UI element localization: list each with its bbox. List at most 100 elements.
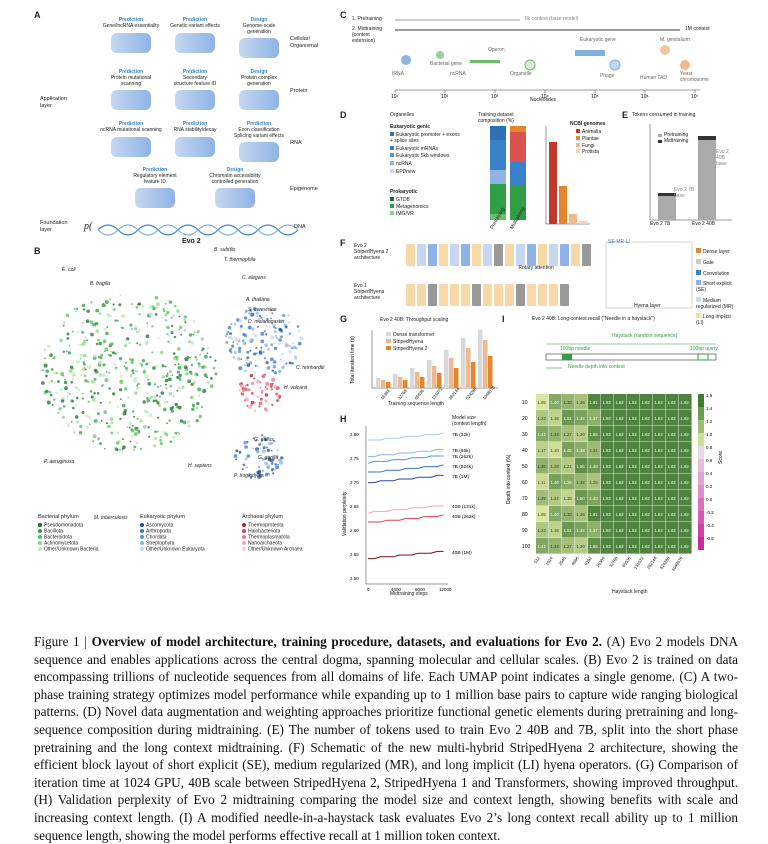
umap-point xyxy=(109,298,112,301)
umap-point xyxy=(288,350,292,354)
umap-point xyxy=(148,413,153,418)
heatmap-cell xyxy=(601,538,614,554)
umap-point xyxy=(151,351,154,354)
heatmap-value: 1.62 xyxy=(655,432,664,437)
heatmap-cell xyxy=(614,506,627,522)
umap-point xyxy=(98,312,102,315)
umap-point xyxy=(166,372,169,375)
umap-point xyxy=(256,325,260,328)
umap-point xyxy=(297,341,302,346)
umap-point xyxy=(72,406,75,410)
umap-point xyxy=(122,445,126,449)
euk-item-label: Eukaryotic promoter + exons + splice sit… xyxy=(390,132,460,144)
heatmap-value: 1.62 xyxy=(681,448,690,453)
heatmap-value: 1.11 xyxy=(538,480,547,485)
umap-point xyxy=(141,305,144,308)
prok-swatch xyxy=(390,203,394,208)
legend-swatch xyxy=(242,534,246,539)
umap-point xyxy=(251,327,255,331)
heatmap-value: 1.21 xyxy=(564,464,573,469)
umap-point xyxy=(131,424,134,427)
panel-b: B B. subtilis E. coli B. fragilis T. thermo… xyxy=(34,246,334,596)
umap-point xyxy=(133,432,138,437)
heatmap-value: 1.27 xyxy=(564,432,573,437)
heatmap-cell xyxy=(614,442,627,458)
heatmap-value: 1.60 xyxy=(603,528,612,533)
umap-point xyxy=(103,410,108,414)
umap-point xyxy=(161,375,165,379)
application-kind: Prediction xyxy=(118,69,144,75)
umap-point xyxy=(254,439,258,443)
umap-point xyxy=(105,370,108,373)
umap-point xyxy=(203,373,208,377)
heatmap-value: 1.15 xyxy=(564,496,573,501)
heatmap-value: 1.10 xyxy=(551,448,560,453)
umap-point xyxy=(57,411,60,414)
query-label: 100bp query xyxy=(690,346,718,352)
h-series-line xyxy=(368,550,444,560)
umap-point xyxy=(81,303,86,308)
heatmap-cell xyxy=(640,522,653,538)
umap-point xyxy=(238,346,242,351)
umap-point xyxy=(260,331,265,336)
heatmap-value: 1.62 xyxy=(681,416,690,421)
umap-point xyxy=(61,415,66,419)
heatmap-cell xyxy=(588,490,601,506)
heatmap-value: 1.62 xyxy=(668,544,677,549)
umap-point xyxy=(136,417,139,420)
panel-h-label: H xyxy=(340,414,347,424)
heatmap-value: 1.28 xyxy=(551,464,560,469)
umap-point xyxy=(126,426,129,428)
umap-point xyxy=(74,386,78,390)
umap-point xyxy=(59,325,61,328)
prok-swatch xyxy=(390,197,394,201)
panel-c: C 1. Pretraining 2. Midtraining (context… xyxy=(340,10,740,110)
application-text: Regulatory element feature ID xyxy=(133,172,177,185)
heatmap-value: 1.39 xyxy=(564,480,573,485)
heatmap-cell xyxy=(601,490,614,506)
umap-point xyxy=(115,441,120,445)
umap-point xyxy=(165,332,169,336)
heatmap-value: 1.62 xyxy=(642,512,651,517)
umap-point xyxy=(129,440,132,443)
heatmap-cell xyxy=(627,506,640,522)
umap-point xyxy=(299,336,304,341)
umap-point xyxy=(183,318,186,322)
g-xlabel: Training sequence length xyxy=(388,401,444,407)
umap-point xyxy=(118,356,123,361)
panel-f-label: F xyxy=(340,238,346,248)
umap-point xyxy=(112,303,115,306)
species-label: H. sapiens xyxy=(188,463,212,469)
umap-point xyxy=(264,386,267,388)
umap-point xyxy=(197,362,201,365)
species-label: C. elegans xyxy=(242,275,266,281)
heatmap-value: 1.62 xyxy=(629,512,638,517)
heatmap-value: 1.62 xyxy=(642,432,651,437)
umap-point xyxy=(232,341,235,343)
h-series-label: 7B (524k) xyxy=(452,464,473,470)
umap-point xyxy=(270,317,272,320)
heatmap-cell xyxy=(601,458,614,474)
application-item: Prediction Exon classification Splicing v… xyxy=(228,121,290,163)
umap-point xyxy=(182,420,187,425)
heatmap-cell xyxy=(627,442,640,458)
h-series-line xyxy=(368,464,444,473)
umap-point xyxy=(50,380,54,383)
umap-point xyxy=(271,462,274,465)
application-illustration xyxy=(215,188,255,209)
umap-point xyxy=(248,473,251,477)
panel-d-label: D xyxy=(340,110,347,120)
heatmap-value: 1.62 xyxy=(642,480,651,485)
umap-point xyxy=(242,332,246,336)
umap-point xyxy=(97,339,100,342)
legend-item: Pseudomonadota xyxy=(38,522,130,529)
i-row-label: 100 xyxy=(522,544,531,550)
umap-point xyxy=(178,315,181,318)
umap-point xyxy=(72,378,74,380)
umap-point xyxy=(204,354,208,359)
g-legend-item: StripedHyena 2 xyxy=(386,345,434,353)
umap-point xyxy=(154,313,158,316)
heatmap-cell xyxy=(588,442,601,458)
umap-point xyxy=(248,361,253,365)
heatmap-cell xyxy=(614,538,627,554)
